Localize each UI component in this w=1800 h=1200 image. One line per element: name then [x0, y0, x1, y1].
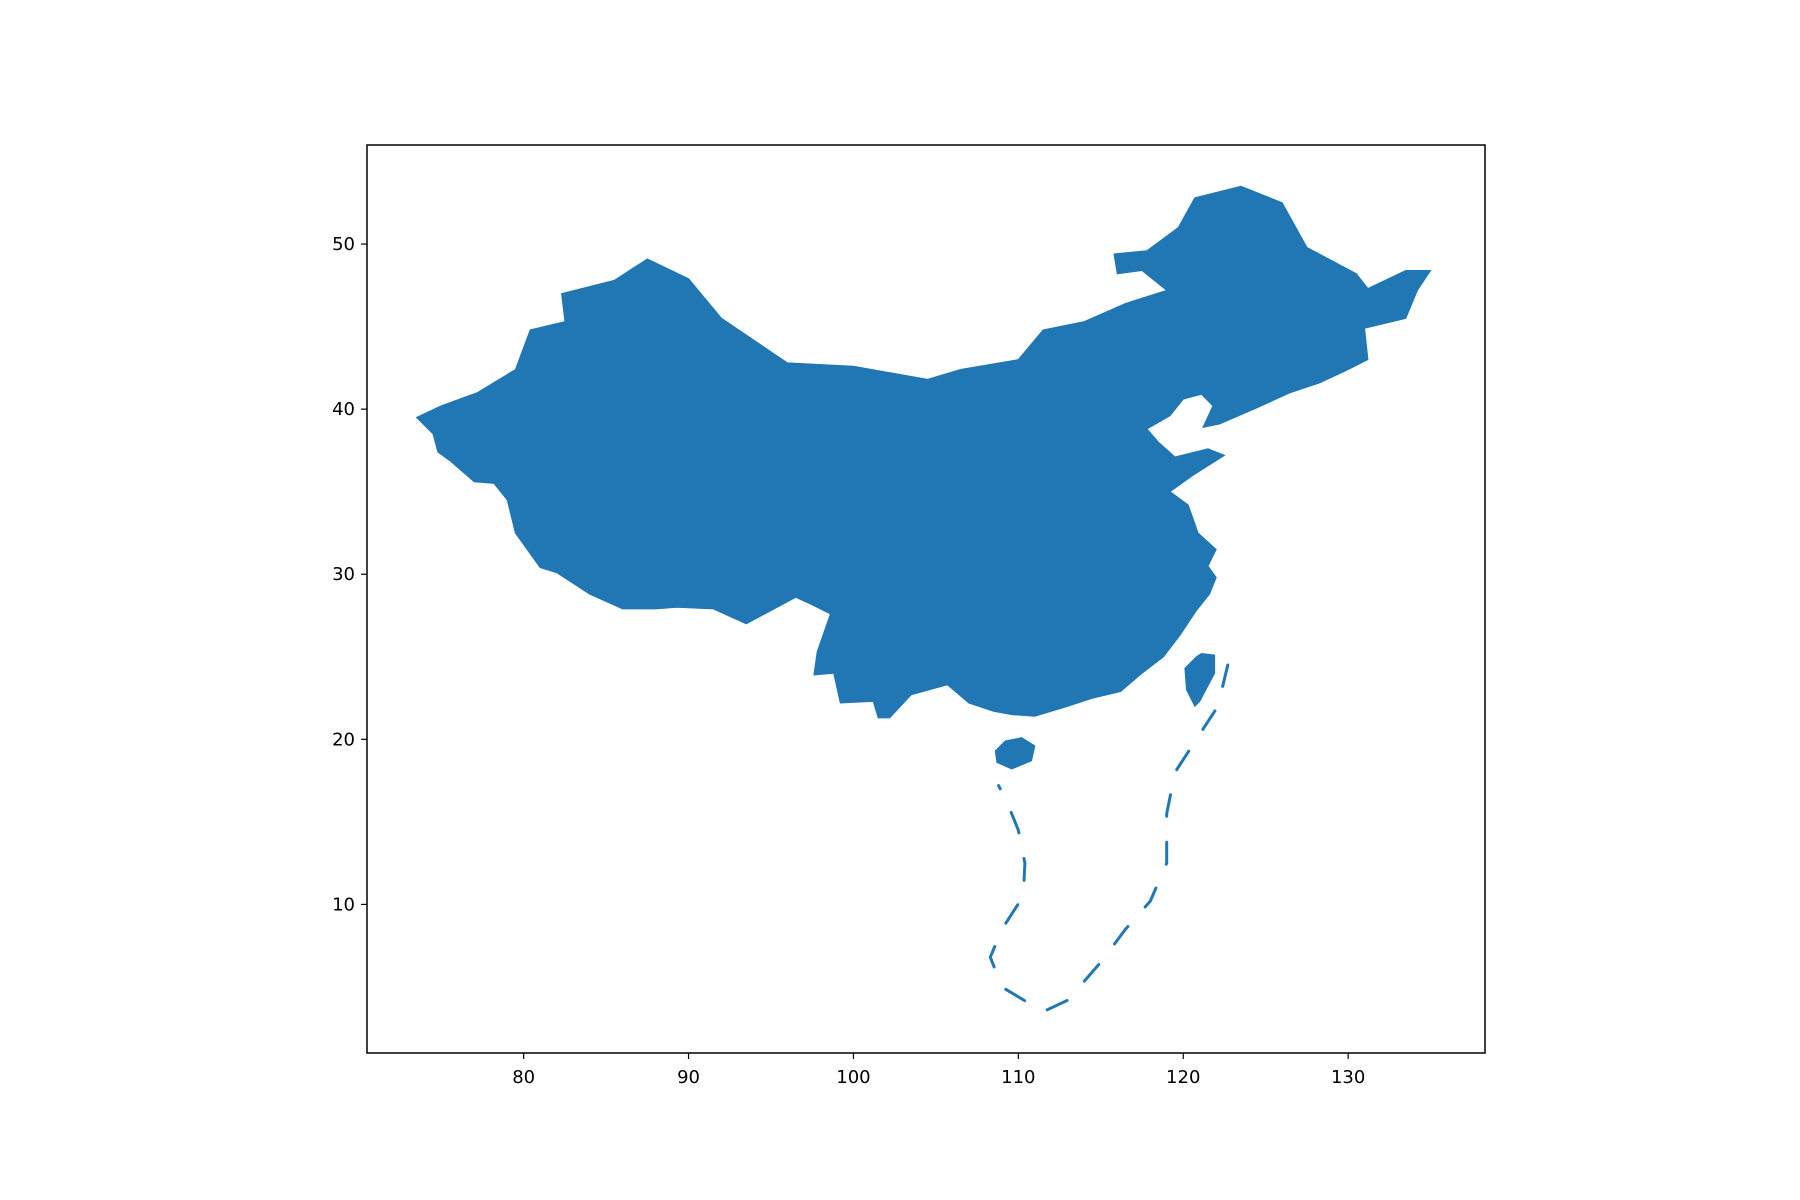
- y-tick-label: 20: [332, 729, 355, 750]
- map-layer: [415, 185, 1432, 1014]
- y-tick-label: 40: [332, 399, 355, 420]
- y-axis-ticks: 10 20 30 40 50: [332, 234, 367, 915]
- x-tick-label: 110: [1001, 1067, 1035, 1088]
- taiwan-island: [1184, 652, 1216, 708]
- hainan-island: [994, 737, 1036, 770]
- x-tick-label: 90: [677, 1067, 700, 1088]
- dashed-boundary-line: [988, 663, 1230, 1014]
- mainland-region: [415, 185, 1432, 719]
- axes-frame: [366, 144, 1486, 1054]
- y-tick-label: 10: [332, 894, 355, 915]
- x-tick-label: 100: [836, 1067, 870, 1088]
- y-tick-label: 30: [332, 564, 355, 585]
- x-axis-ticks: 80 90 100 110 120 130: [512, 1053, 1365, 1088]
- x-tick-label: 80: [512, 1067, 535, 1088]
- x-tick-label: 130: [1331, 1067, 1365, 1088]
- y-tick-label: 50: [332, 234, 355, 255]
- x-tick-label: 120: [1166, 1067, 1200, 1088]
